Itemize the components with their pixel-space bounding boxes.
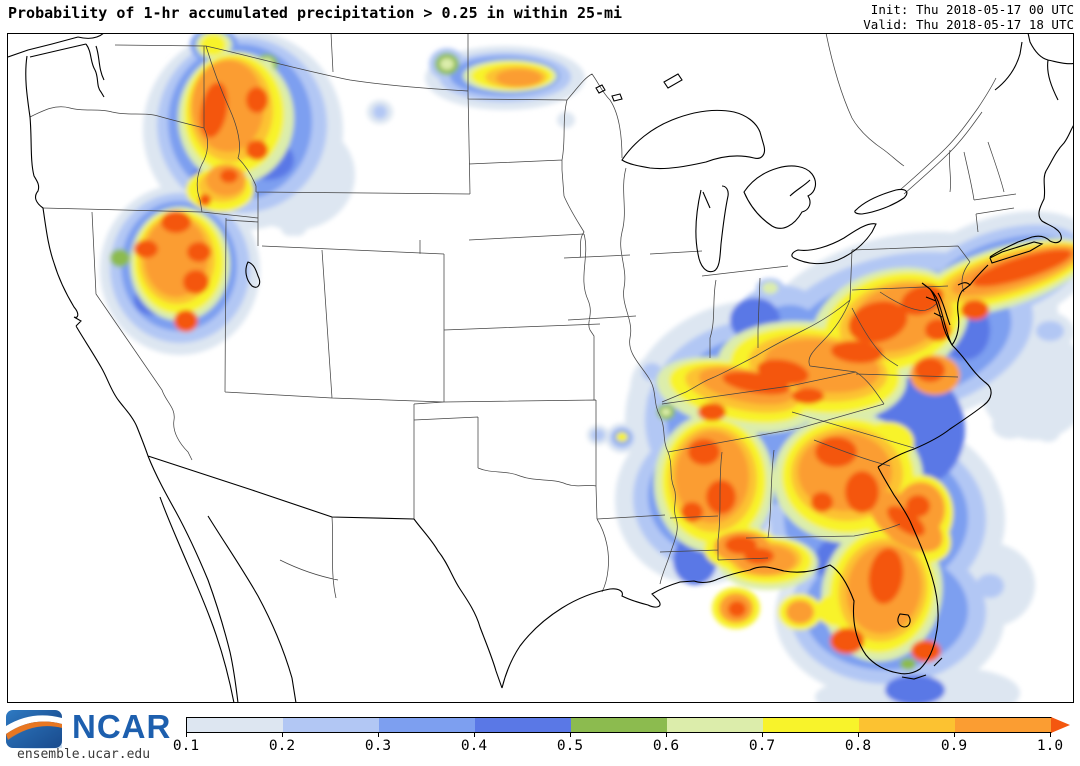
- state-border-lines: [29, 33, 1017, 599]
- legend-arrow: [1051, 717, 1070, 733]
- probability-contour: [616, 432, 628, 442]
- probability-contour: [830, 628, 864, 654]
- legend-segment: [475, 718, 571, 732]
- probability-contour: [762, 282, 778, 294]
- probability-contour: [681, 502, 703, 522]
- legend-tick: [858, 733, 859, 737]
- legend-tick-label: 1.0: [1036, 738, 1064, 754]
- legend-tick-label: 0.4: [460, 738, 488, 754]
- legend-segment: [187, 718, 283, 732]
- legend-tick: [954, 733, 955, 737]
- probability-contour: [246, 140, 268, 160]
- legend-segment: [283, 718, 379, 732]
- legend-tick-label: 0.9: [940, 738, 968, 754]
- legend-tick: [474, 733, 475, 737]
- probability-contour: [200, 82, 228, 138]
- probability-contour: [688, 439, 720, 465]
- probability-contour: [220, 169, 238, 183]
- legend-colorbar: [186, 717, 1052, 733]
- probability-contour: [174, 310, 198, 332]
- probability-contour: [906, 495, 930, 517]
- probability-contour: [925, 319, 951, 341]
- probability-contour: [725, 536, 757, 554]
- probability-contour: [440, 58, 454, 70]
- probability-contour: [110, 249, 130, 267]
- probability-contour: [811, 492, 833, 512]
- init-time: Init: Thu 2018-05-17 00 UTC: [870, 2, 1074, 17]
- probability-contour: [915, 358, 945, 382]
- probability-contour: [161, 211, 191, 233]
- site-url: ensemble.ucar.edu: [17, 747, 151, 762]
- legend-tick-label: 0.8: [844, 738, 872, 754]
- probability-contour: [187, 242, 211, 262]
- probability-contour: [885, 675, 945, 703]
- legend-segment: [763, 718, 859, 732]
- probability-contour: [831, 340, 883, 364]
- ncar-logo-icon: [6, 710, 62, 749]
- probability-contour: [1036, 321, 1064, 341]
- ncar-logo: NCAR: [6, 708, 171, 746]
- probability-contour: [786, 600, 814, 624]
- probability-contour: [992, 411, 1028, 439]
- valid-time: Valid: Thu 2018-05-17 18 UTC: [863, 17, 1074, 32]
- legend-tick: [282, 733, 283, 737]
- probability-contour: [373, 105, 387, 119]
- legend-tick-label: 0.5: [556, 738, 584, 754]
- probability-contour: [591, 429, 605, 441]
- probability-contour: [792, 388, 824, 404]
- probability-contour: [281, 220, 299, 236]
- legend-segment: [379, 718, 475, 732]
- probability-contour: [200, 34, 226, 56]
- probability-contour: [698, 403, 726, 421]
- probability-contour: [911, 640, 941, 662]
- legend-tick-label: 0.6: [652, 738, 680, 754]
- probability-contour: [845, 471, 879, 513]
- precip-probability-blobs: [100, 33, 1074, 703]
- legend-tick-label: 0.7: [748, 738, 776, 754]
- probability-contour: [183, 270, 209, 294]
- legend-tick: [570, 733, 571, 737]
- probability-contour: [661, 408, 671, 416]
- probability-contour: [815, 437, 857, 467]
- probability-contour: [199, 194, 211, 206]
- probability-contour: [246, 87, 268, 113]
- probability-contour: [1036, 422, 1060, 442]
- probability-contour: [961, 300, 989, 320]
- run-times: Init: Thu 2018-05-17 00 UTC Valid: Thu 2…: [863, 2, 1074, 32]
- legend-tick-label: 0.1: [172, 738, 200, 754]
- probability-contour: [972, 249, 1072, 287]
- coastline: [8, 33, 1074, 703]
- page-title: Probability of 1-hr accumulated precipit…: [8, 4, 623, 22]
- probability-contour: [868, 548, 904, 604]
- probability-legend: 0.1 0.2 0.3 0.4 0.5 0.6 0.7 0.8 0.9 1.0: [173, 717, 1080, 762]
- probability-contour: [134, 240, 158, 258]
- probability-contour: [900, 658, 916, 670]
- probability-contour: [744, 548, 774, 564]
- probability-contour: [496, 69, 542, 87]
- legend-tick: [186, 733, 187, 737]
- legend-segment: [859, 718, 955, 732]
- map-border: [7, 33, 1074, 703]
- probability-contour: [887, 505, 925, 537]
- legend-tick: [762, 733, 763, 737]
- probability-contour: [706, 480, 736, 514]
- great-lakes: [245, 73, 911, 628]
- ncar-logo-text: NCAR: [72, 708, 172, 745]
- probability-contour: [757, 359, 809, 385]
- probability-contour: [976, 574, 1004, 598]
- probability-contour: [728, 601, 746, 617]
- legend-tick-label: 0.3: [364, 738, 392, 754]
- legend-tick: [1050, 733, 1051, 737]
- legend-tick-label: 0.2: [268, 738, 296, 754]
- legend-segment: [571, 718, 667, 732]
- legend-segment: [955, 718, 1051, 732]
- legend-tick: [378, 733, 379, 737]
- basemap-borders: [8, 33, 1074, 703]
- probability-contour: [557, 112, 575, 128]
- legend-segment: [667, 718, 763, 732]
- probability-contour: [848, 301, 908, 343]
- legend-tick: [666, 733, 667, 737]
